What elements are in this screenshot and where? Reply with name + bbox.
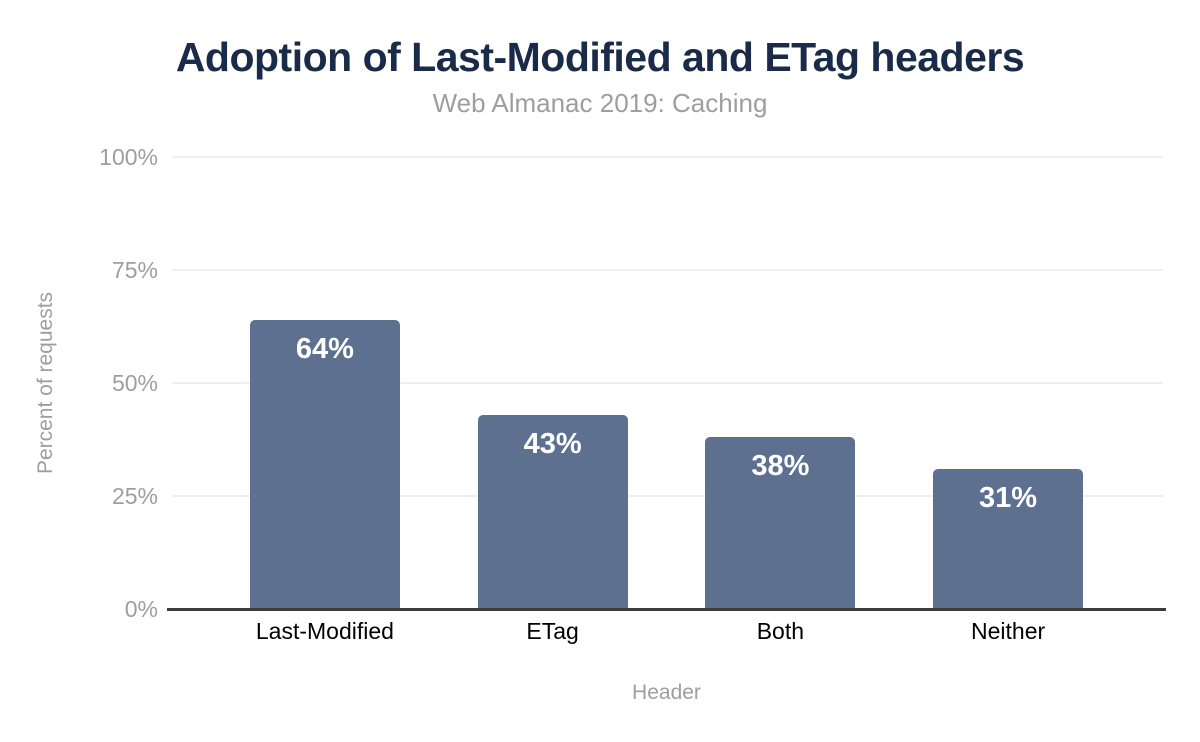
bar-value-label: 38% [751, 450, 810, 483]
category-label-neither: Neither [971, 618, 1046, 644]
bar-value-label: 31% [979, 481, 1038, 514]
plot-area: 64% 43% 38% 31% Last-Modified ETag Both Neithe… [167, 156, 1166, 644]
y-tick-label-25: 25% [111, 483, 158, 509]
category-label-etag: ETag [526, 618, 579, 644]
bar-both: 38% [705, 437, 856, 609]
bar-etag: 43% [477, 414, 628, 609]
gridline-25 [172, 495, 1163, 497]
y-tick-label-75: 75% [111, 257, 158, 283]
x-axis-line [167, 608, 1166, 611]
bar-last-modified: 64% [249, 319, 400, 609]
y-tick-label-50: 50% [111, 370, 158, 396]
gridline-75 [172, 269, 1163, 271]
category-label-both: Both [756, 618, 805, 644]
y-tick-labels: 0% 25% 50% 75% 100% [0, 144, 158, 622]
bar-neither: 31% [933, 468, 1084, 609]
x-axis-title: Header [632, 681, 701, 704]
chart-subtitle: Web Almanac 2019: Caching [432, 88, 768, 118]
y-tick-label-0: 0% [124, 596, 158, 622]
y-tick-label-100: 100% [99, 144, 158, 170]
bar-value-label: 64% [295, 332, 354, 365]
gridline-100 [172, 156, 1163, 158]
chart-title: Adoption of Last-Modified and ETag heade… [175, 34, 1025, 80]
category-label-last-modified: Last-Modified [255, 618, 394, 644]
bar-value-label: 43% [523, 427, 582, 460]
gridline-50 [172, 382, 1163, 384]
